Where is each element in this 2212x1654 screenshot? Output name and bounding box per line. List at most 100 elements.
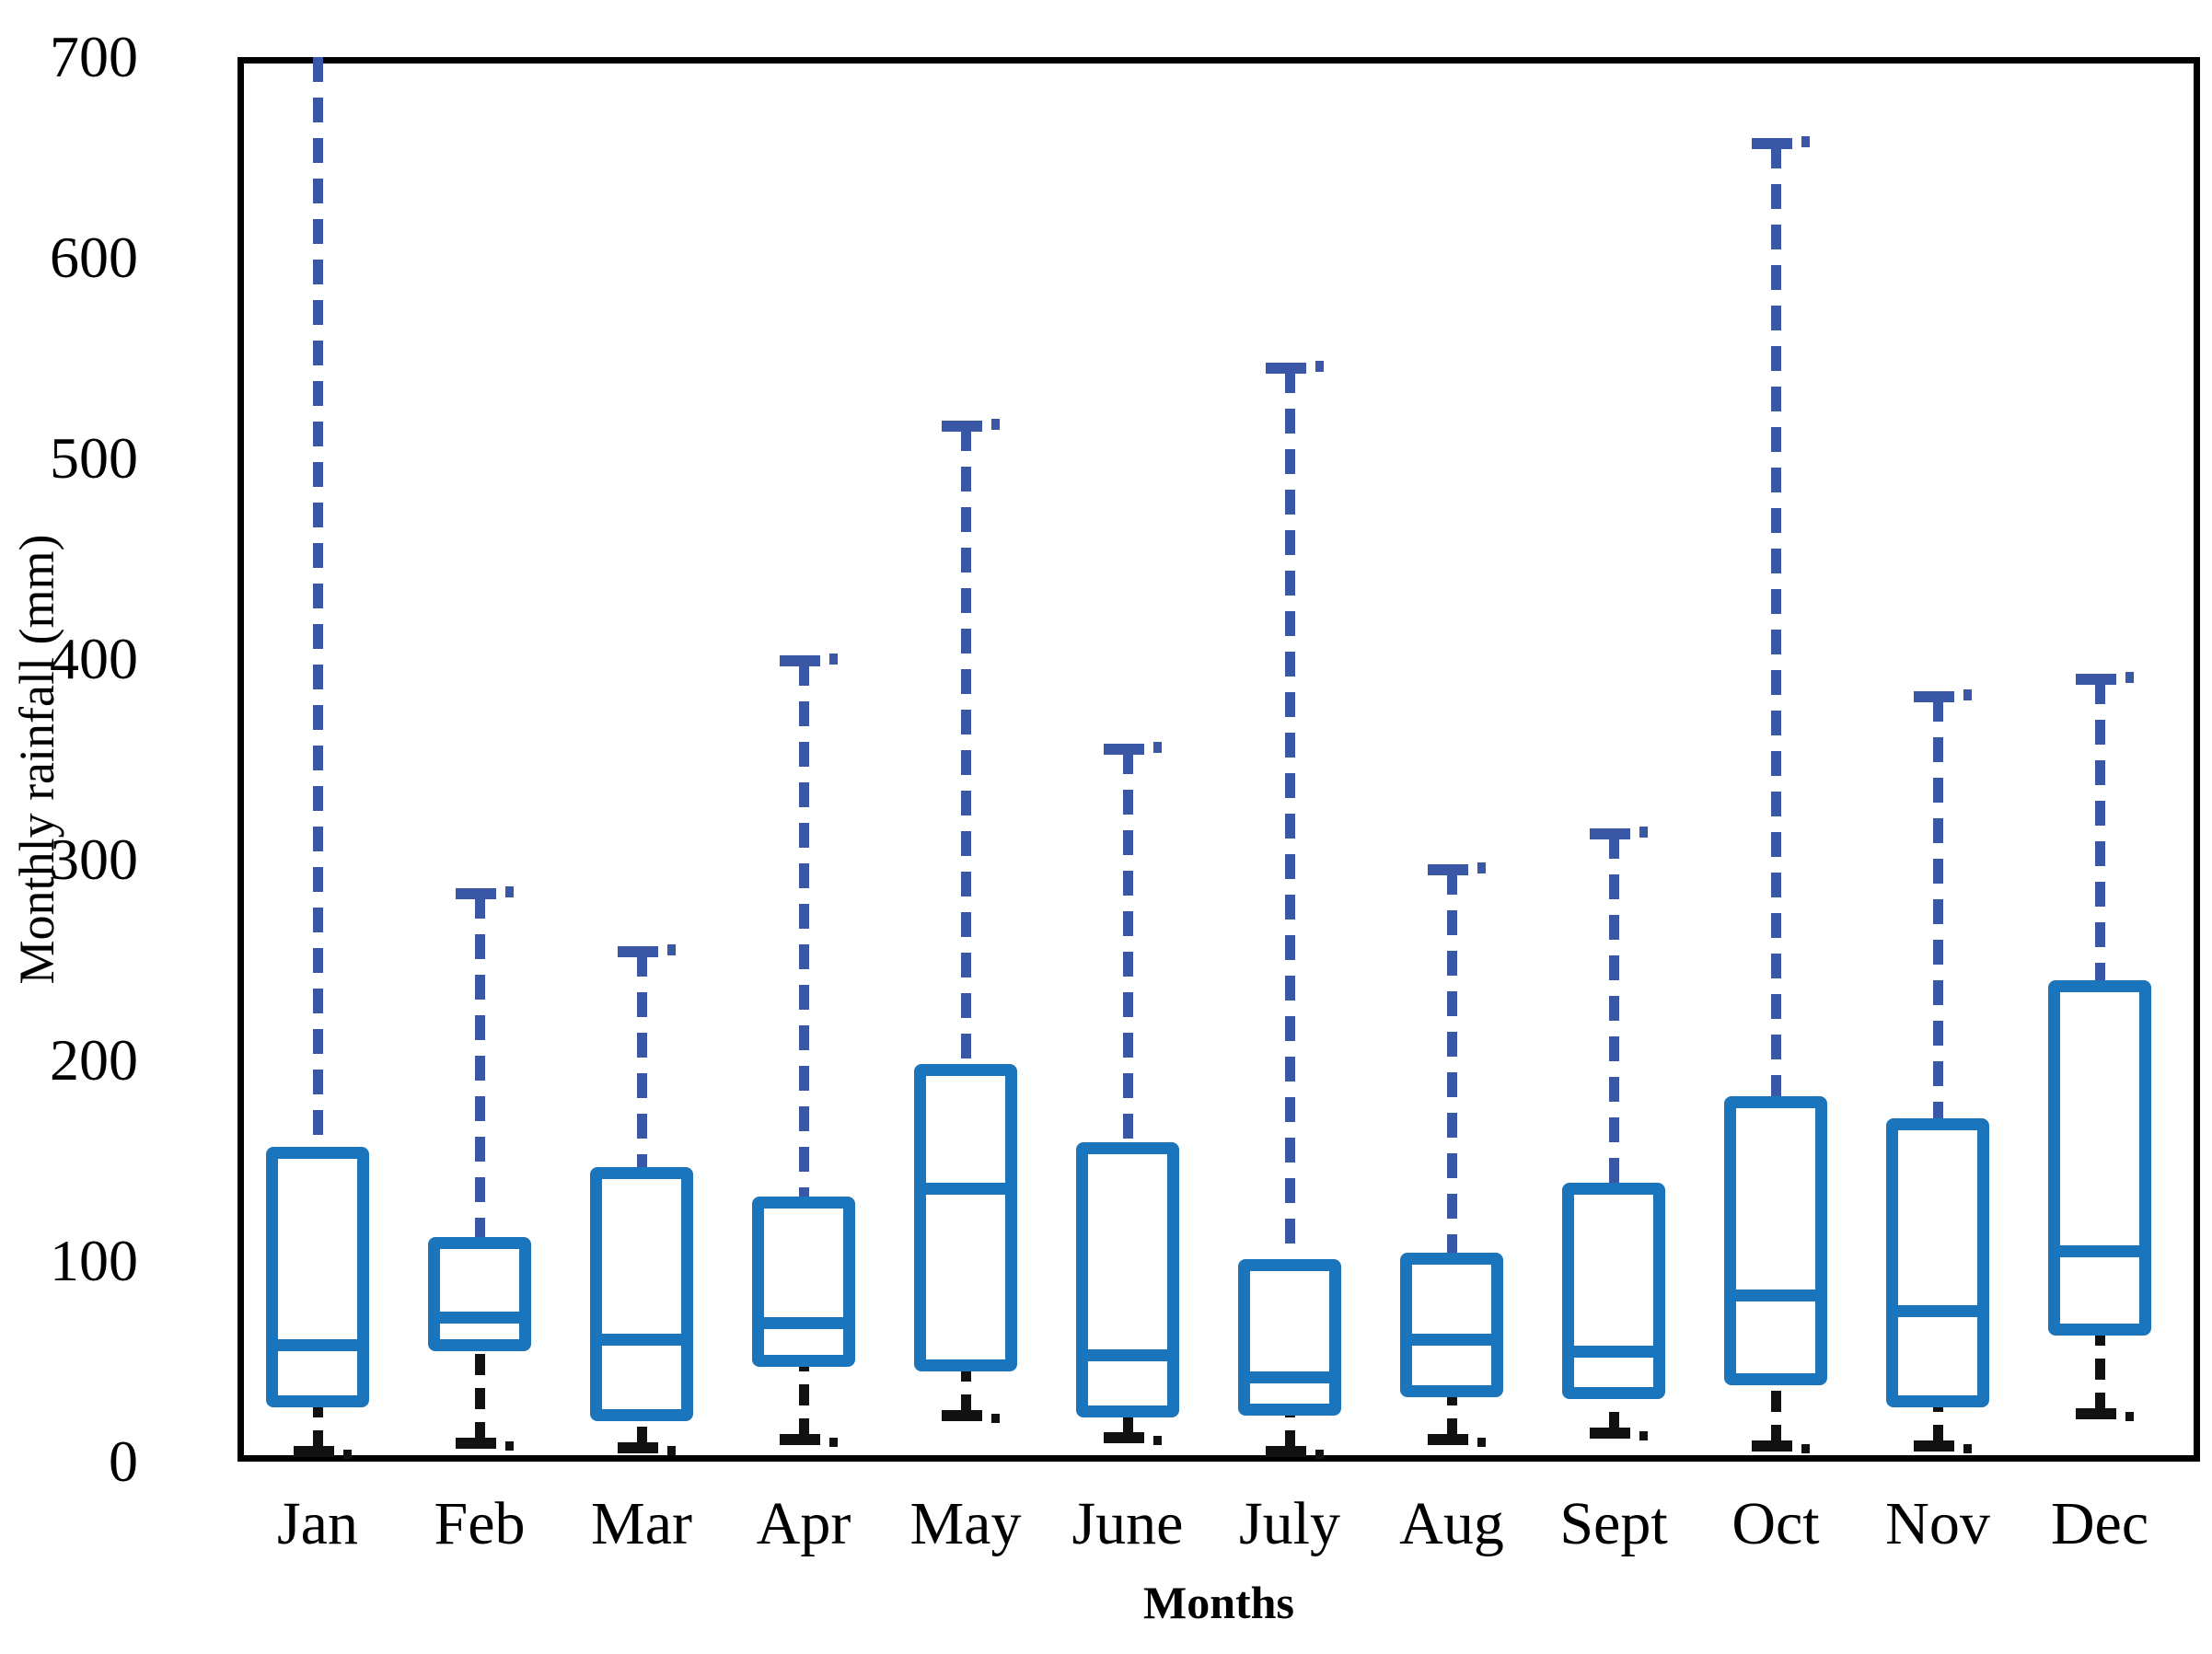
- median-apr: [752, 1317, 855, 1330]
- upper-whisker-cap-dot-dec: [2125, 671, 2134, 683]
- median-june: [1076, 1348, 1179, 1361]
- x-tick-label-sept: Sept: [1559, 1490, 1668, 1557]
- y-tick-label-0: 0: [109, 1428, 138, 1494]
- box-apr: [752, 1197, 855, 1368]
- median-dec: [2048, 1244, 2151, 1257]
- box-dec: [2048, 979, 2151, 1336]
- upper-whisker-cap-dot-nov: [1963, 689, 1972, 701]
- lower-whisker-cap-feb: [456, 1438, 496, 1450]
- lower-whisker-cap-oct: [1752, 1440, 1792, 1452]
- lower-whisker-cap-dot-nov: [1963, 1443, 1972, 1453]
- lower-whisker-cap-dot-feb: [505, 1441, 514, 1452]
- lower-whisker-cap-sept: [1590, 1428, 1630, 1440]
- lower-whisker-cap-apr: [780, 1434, 820, 1446]
- box-nov: [1886, 1118, 1989, 1408]
- lower-whisker-oct: [1770, 1379, 1781, 1446]
- upper-whisker-cap-dec: [2076, 673, 2116, 685]
- x-tick-label-may: May: [909, 1490, 1022, 1557]
- median-oct: [1724, 1289, 1827, 1301]
- upper-whisker-cap-nov: [1914, 691, 1954, 703]
- box-sept: [1562, 1183, 1665, 1400]
- lower-whisker-mar: [636, 1415, 647, 1448]
- x-tick-label-july: July: [1238, 1490, 1341, 1557]
- lower-whisker-cap-dot-apr: [829, 1438, 838, 1448]
- median-feb: [428, 1311, 531, 1324]
- upper-whisker-cap-dot-sept: [1639, 826, 1648, 838]
- y-tick-label-100: 100: [50, 1228, 138, 1293]
- lower-whisker-july: [1284, 1409, 1295, 1452]
- upper-whisker-cap-apr: [780, 655, 820, 667]
- median-jan: [266, 1339, 369, 1352]
- lower-whisker-aug: [1446, 1391, 1457, 1440]
- lower-whisker-cap-dot-oct: [1801, 1443, 1810, 1453]
- plot-area-frame: [237, 57, 2200, 1462]
- y-tick-label-200: 200: [50, 1027, 138, 1093]
- lower-whisker-cap-dec: [2076, 1407, 2116, 1419]
- lower-whisker-cap-dot-sept: [1639, 1431, 1648, 1441]
- upper-whisker-cap-dot-oct: [1801, 135, 1810, 147]
- y-axis-title: Monthly rainfall (mm): [9, 534, 64, 985]
- upper-whisker-dec: [2094, 678, 2105, 987]
- box-feb: [428, 1236, 531, 1352]
- upper-whisker-cap-july: [1266, 362, 1306, 374]
- lower-whisker-june: [1122, 1411, 1133, 1438]
- lower-whisker-cap-nov: [1914, 1440, 1954, 1452]
- lower-whisker-cap-dot-jan: [343, 1450, 352, 1460]
- upper-whisker-cap-sept: [1590, 827, 1630, 839]
- lower-whisker-cap-mar: [618, 1441, 658, 1453]
- upper-whisker-cap-dot-mar: [667, 944, 676, 956]
- x-tick-label-nov: Nov: [1885, 1490, 1990, 1557]
- x-tick-label-jan: Jan: [277, 1490, 358, 1557]
- lower-whisker-cap-jan: [294, 1446, 334, 1458]
- box-june: [1076, 1142, 1179, 1417]
- lower-whisker-may: [960, 1365, 971, 1416]
- y-tick-label-600: 600: [50, 225, 138, 290]
- median-july: [1238, 1371, 1341, 1383]
- y-tick-label-400: 400: [50, 626, 138, 691]
- lower-whisker-feb: [474, 1345, 485, 1444]
- median-aug: [1400, 1333, 1503, 1346]
- lower-whisker-cap-june: [1104, 1431, 1144, 1443]
- median-may: [914, 1183, 1017, 1196]
- lower-whisker-apr: [798, 1361, 809, 1440]
- upper-whisker-cap-dot-feb: [505, 886, 514, 898]
- box-aug: [1400, 1253, 1503, 1398]
- upper-whisker-jan: [312, 57, 323, 1153]
- lower-whisker-cap-dot-mar: [667, 1445, 676, 1455]
- lower-whisker-dec: [2094, 1329, 2105, 1414]
- x-tick-label-aug: Aug: [1399, 1490, 1504, 1557]
- box-july: [1238, 1258, 1341, 1416]
- upper-whisker-cap-mar: [618, 946, 658, 958]
- upper-whisker-cap-dot-apr: [829, 654, 838, 665]
- box-mar: [590, 1166, 693, 1422]
- x-tick-label-apr: Apr: [756, 1490, 851, 1557]
- upper-whisker-cap-june: [1104, 744, 1144, 756]
- upper-whisker-feb: [474, 894, 485, 1243]
- upper-whisker-apr: [798, 661, 809, 1203]
- x-axis-title: Months: [1143, 1577, 1294, 1628]
- lower-whisker-nov: [1932, 1401, 1943, 1446]
- lower-whisker-cap-dot-dec: [2125, 1411, 2134, 1421]
- lower-whisker-cap-dot-july: [1315, 1450, 1324, 1460]
- lower-whisker-jan: [312, 1401, 323, 1452]
- upper-whisker-cap-dot-may: [991, 419, 1000, 431]
- lower-whisker-cap-dot-may: [991, 1413, 1000, 1423]
- upper-whisker-cap-dot-aug: [1477, 862, 1486, 873]
- upper-whisker-cap-oct: [1752, 137, 1792, 149]
- upper-whisker-oct: [1770, 143, 1781, 1103]
- upper-whisker-cap-aug: [1428, 863, 1468, 875]
- median-sept: [1562, 1345, 1665, 1358]
- y-tick-label-700: 700: [50, 24, 138, 89]
- lower-whisker-cap-may: [942, 1409, 982, 1421]
- x-tick-label-dec: Dec: [2050, 1490, 2149, 1557]
- box-may: [914, 1064, 1017, 1371]
- upper-whisker-nov: [1932, 697, 1943, 1125]
- x-tick-label-oct: Oct: [1731, 1490, 1820, 1557]
- upper-whisker-sept: [1608, 833, 1619, 1189]
- upper-whisker-cap-feb: [456, 888, 496, 900]
- upper-whisker-june: [1122, 749, 1133, 1149]
- upper-whisker-may: [960, 426, 971, 1070]
- x-tick-label-feb: Feb: [434, 1490, 526, 1557]
- lower-whisker-cap-aug: [1428, 1434, 1468, 1446]
